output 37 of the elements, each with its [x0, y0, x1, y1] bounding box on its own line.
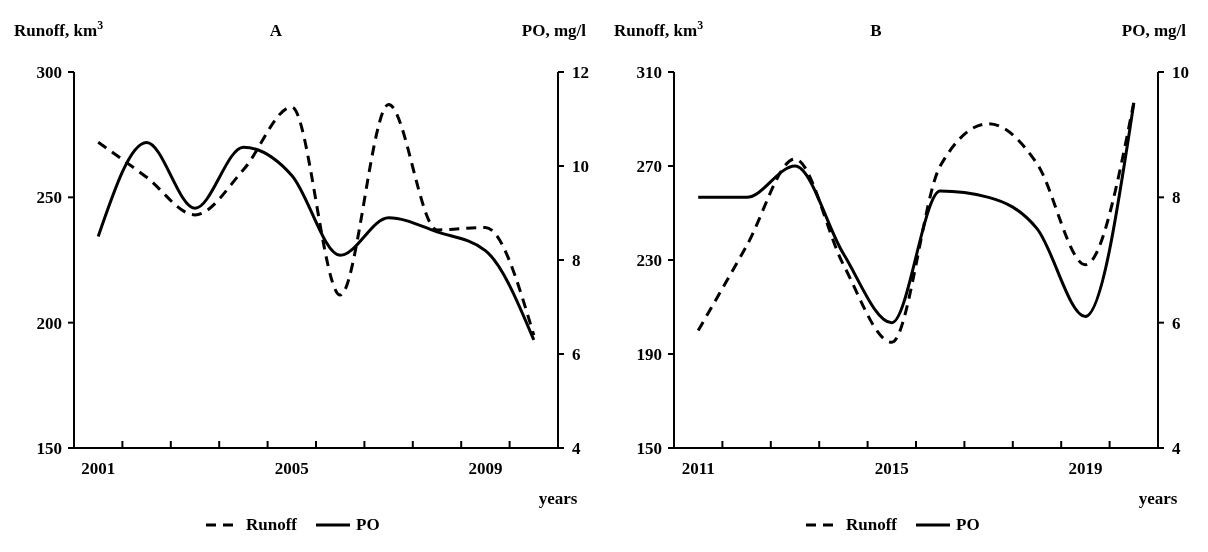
x-axis-title: years — [538, 489, 578, 508]
x-tick-label: 2005 — [274, 459, 309, 478]
chart-title: B — [870, 21, 882, 40]
legend-label: Runoff — [846, 515, 898, 534]
y-tick-label: 310 — [636, 62, 662, 82]
x-tick-label: 2011 — [681, 459, 715, 478]
y2-tick-label: 4 — [1172, 438, 1181, 458]
y2-tick-label: 6 — [1172, 313, 1181, 333]
y2-tick-label: 4 — [572, 438, 581, 458]
x-tick-label: 2009 — [468, 459, 503, 478]
y-tick-label: 190 — [636, 344, 662, 364]
y-tick-label: 150 — [636, 438, 662, 458]
x-axis-title: years — [1138, 489, 1178, 508]
y2-tick-label: 8 — [572, 250, 581, 270]
legend-label: Runoff — [246, 515, 298, 534]
y-tick-label: 230 — [636, 250, 662, 270]
legend-label: PO — [356, 515, 380, 534]
y2-tick-label: 10 — [572, 156, 589, 176]
y2-tick-label: 10 — [1172, 62, 1189, 82]
y2-axis-title: PO, mg/l — [1121, 21, 1187, 40]
y-tick-label: 270 — [636, 156, 662, 176]
y-tick-label: 300 — [36, 62, 62, 82]
y-tick-label: 250 — [36, 188, 62, 208]
x-tick-label: 2001 — [81, 459, 116, 478]
x-tick-label: 2019 — [1068, 459, 1103, 478]
line-series — [96, 103, 536, 337]
y2-axis-title: PO, mg/l — [521, 21, 587, 40]
y2-tick-label: 6 — [572, 344, 581, 364]
y-tick-label: 200 — [36, 313, 62, 333]
y2-tick-label: 8 — [1172, 188, 1181, 208]
y-axis-title: Runoff, km$^{3}$ — [614, 18, 704, 40]
legend-label: PO — [956, 515, 980, 534]
y-axis-title: Runoff, km$^{3}$ — [14, 18, 104, 40]
chart-title: A — [269, 21, 283, 40]
y-tick-label: 150 — [36, 438, 62, 458]
x-tick-label: 2015 — [874, 459, 909, 478]
y2-tick-label: 12 — [572, 62, 589, 82]
